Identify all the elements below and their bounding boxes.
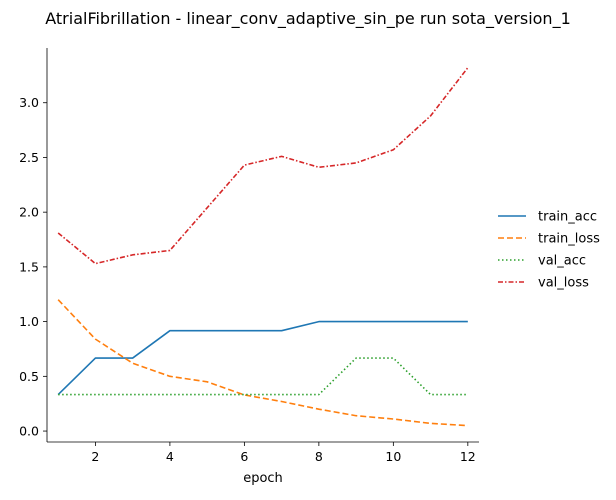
y-axis-ticks: 0.0 0.5 1.0 1.5 2.0 2.5 3.0 xyxy=(19,95,47,439)
y-tick-label: 0.0 xyxy=(19,424,39,439)
x-tick-label: 8 xyxy=(315,449,323,464)
y-tick-label: 1.5 xyxy=(19,259,39,274)
legend-label: train_loss xyxy=(538,232,600,247)
series-lines xyxy=(57,67,469,427)
y-tick-label: 1.0 xyxy=(19,314,39,329)
x-tick-label: 6 xyxy=(240,449,248,464)
legend-label: val_loss xyxy=(538,276,589,291)
y-tick-label: 2.5 xyxy=(19,150,39,165)
x-tick-label: 4 xyxy=(166,449,174,464)
x-tick-label: 10 xyxy=(385,449,401,464)
legend: train_acc train_loss val_acc val_loss xyxy=(498,210,600,291)
y-tick-label: 2.0 xyxy=(19,205,39,220)
legend-label: train_acc xyxy=(538,210,597,225)
series-line-train-acc xyxy=(57,320,468,396)
x-axis-label: epoch xyxy=(243,471,283,486)
series-line-val-loss xyxy=(57,67,469,265)
chart-title: AtrialFibrillation - linear_conv_adaptiv… xyxy=(45,9,571,29)
series-line-train-loss xyxy=(57,299,468,427)
x-tick-label: 12 xyxy=(460,449,476,464)
x-tick-label: 2 xyxy=(91,449,99,464)
x-axis-ticks: 2 4 6 8 10 12 xyxy=(91,442,476,464)
series-line-val-acc xyxy=(58,357,468,396)
legend-label: val_acc xyxy=(538,254,586,269)
y-tick-label: 3.0 xyxy=(19,95,39,110)
y-tick-label: 0.5 xyxy=(19,369,39,384)
